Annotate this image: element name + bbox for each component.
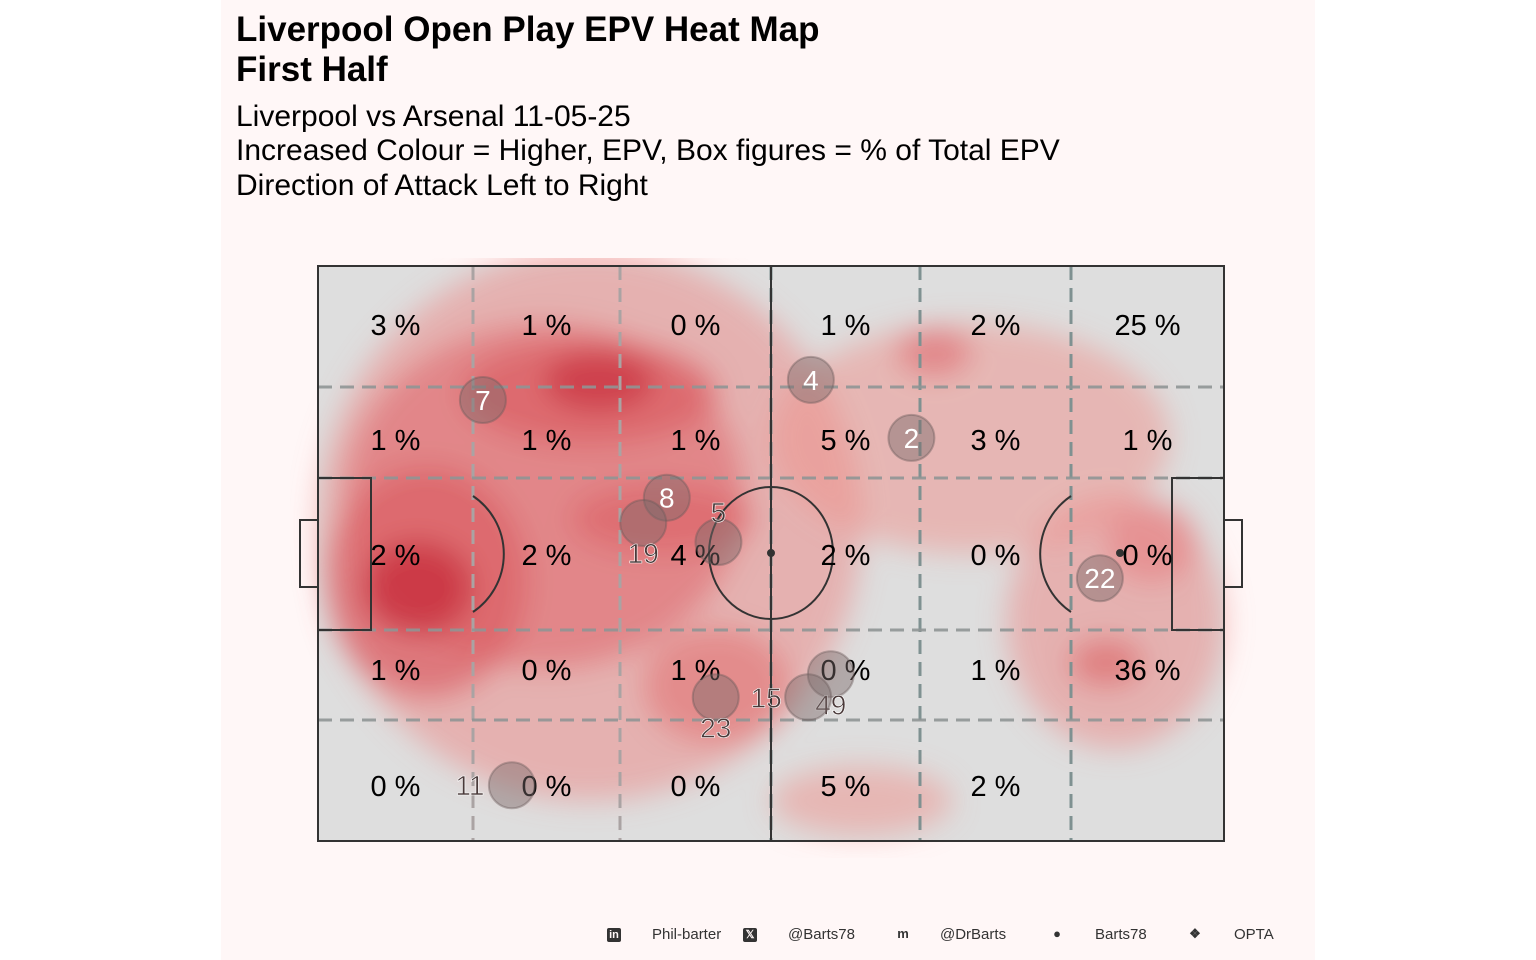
player-number: 5 (711, 497, 727, 528)
heat-density-blob (771, 766, 953, 836)
player-marker: 49 (806, 650, 855, 721)
heat-density-blob (544, 352, 654, 410)
player-position-dot (784, 673, 833, 722)
player-marker: 7 (458, 375, 507, 424)
mastodon-icon: m (897, 926, 909, 941)
chart-subtitle-direction: Direction of Attack Left to Right (236, 169, 648, 202)
heat-density-blob (363, 542, 473, 634)
zone-percentage-label: 1 % (671, 425, 721, 457)
dropbox-icon: ❖ (1189, 926, 1201, 941)
player-marker: 8 (642, 473, 691, 522)
footer-credit-label: OPTA (1234, 926, 1274, 943)
zone-percentage-label: 1 % (371, 425, 421, 457)
zone-percentage-label: 0 % (1123, 540, 1173, 572)
zone-percentage-label: 2 % (821, 540, 871, 572)
player-marker: 15 (750, 673, 833, 722)
linkedin-icon: in (607, 928, 621, 942)
player-marker: 23 (691, 673, 740, 744)
heat-density-blob (644, 628, 790, 744)
left-goal (299, 519, 319, 588)
player-number: 7 (475, 385, 491, 416)
player-position-dot (786, 355, 835, 404)
zone-percentage-label: 2 % (971, 310, 1021, 342)
zone-percentage-label: 25 % (1114, 310, 1180, 342)
right-goal (1223, 519, 1243, 588)
zone-percentage-label: 0 % (371, 771, 421, 803)
zone-percentage-label: 1 % (971, 655, 1021, 687)
player-number: 11 (455, 770, 484, 801)
zone-percentage-label: 2 % (971, 771, 1021, 803)
right-penalty-arc (1039, 495, 1072, 613)
zone-percentage-label: 0 % (671, 771, 721, 803)
player-number: 49 (815, 689, 846, 720)
player-position-dot (487, 761, 536, 810)
player-number: 22 (1084, 563, 1115, 594)
player-position-dot (458, 375, 507, 424)
player-number: 4 (803, 365, 819, 396)
player-position-dot (1075, 554, 1124, 603)
player-position-dot (806, 650, 855, 699)
x-twitter-icon: 𝕏 (743, 928, 757, 942)
zone-percentage-label: 0 % (671, 310, 721, 342)
footer-credit-label: @Barts78 (788, 926, 855, 943)
zone-percentage-label: 1 % (671, 655, 721, 687)
player-marker: 5 (694, 497, 743, 566)
chart-title: Liverpool Open Play EPV Heat Map (236, 10, 820, 49)
heat-density-blob (571, 484, 753, 554)
player-marker: 19 (619, 499, 668, 569)
chart-subtitle-match: Liverpool vs Arsenal 11-05-25 (236, 100, 631, 133)
zone-percentage-label: 0 % (971, 540, 1021, 572)
zone-percentage-label: 0 % (522, 655, 572, 687)
zone-percentage-label: 4 % (671, 540, 721, 572)
player-number: 19 (628, 538, 659, 569)
zone-percentage-label: 3 % (971, 425, 1021, 457)
player-number: 15 (751, 682, 782, 713)
heat-density-blob (1106, 501, 1197, 583)
player-position-dot (642, 473, 691, 522)
heat-density-blob (897, 329, 971, 376)
chart-subtitle-legend: Increased Colour = Higher, EPV, Box figu… (236, 134, 1060, 167)
zone-percentage-label: 2 % (522, 540, 572, 572)
footer-credit-label: @DrBarts (940, 926, 1007, 943)
footer-credit-label: Barts78 (1095, 926, 1147, 943)
player-marker: 11 (455, 761, 536, 810)
zone-percentage-label: 1 % (371, 655, 421, 687)
zone-percentage-label: 5 % (821, 425, 871, 457)
left-penalty-arc (472, 495, 505, 613)
player-number: 23 (700, 712, 731, 743)
zone-percentage-label: 0 % (821, 655, 871, 687)
zone-percentage-label: 1 % (821, 310, 871, 342)
player-position-dot (694, 518, 743, 566)
zone-percentage-label: 3 % (371, 310, 421, 342)
heat-density-blob (1069, 639, 1143, 686)
centre-spot (767, 549, 775, 557)
player-marker: 4 (786, 355, 835, 404)
footer-credit-label: Phil-barter (652, 926, 722, 943)
zone-percentage-label: 1 % (522, 310, 572, 342)
centre-circle (708, 486, 834, 620)
zone-percentage-label: 1 % (522, 425, 572, 457)
zone-percentage-label: 5 % (821, 771, 871, 803)
zone-percentage-label: 2 % (371, 540, 421, 572)
zone-percentage-label: 36 % (1114, 655, 1180, 687)
zone-percentage-label: 0 % (522, 771, 572, 803)
chart-title-half: First Half (236, 50, 388, 89)
player-marker: 2 (887, 413, 936, 462)
player-marker: 22 (1075, 554, 1124, 603)
player-number: 2 (904, 423, 920, 454)
player-position-dot (691, 673, 740, 722)
zone-percentage-label: 1 % (1123, 425, 1173, 457)
player-number: 8 (659, 483, 675, 514)
player-position-dot (887, 413, 936, 462)
right-penalty-spot (1116, 549, 1124, 557)
player-position-dot (619, 499, 668, 548)
github-icon: ● (1053, 926, 1061, 941)
